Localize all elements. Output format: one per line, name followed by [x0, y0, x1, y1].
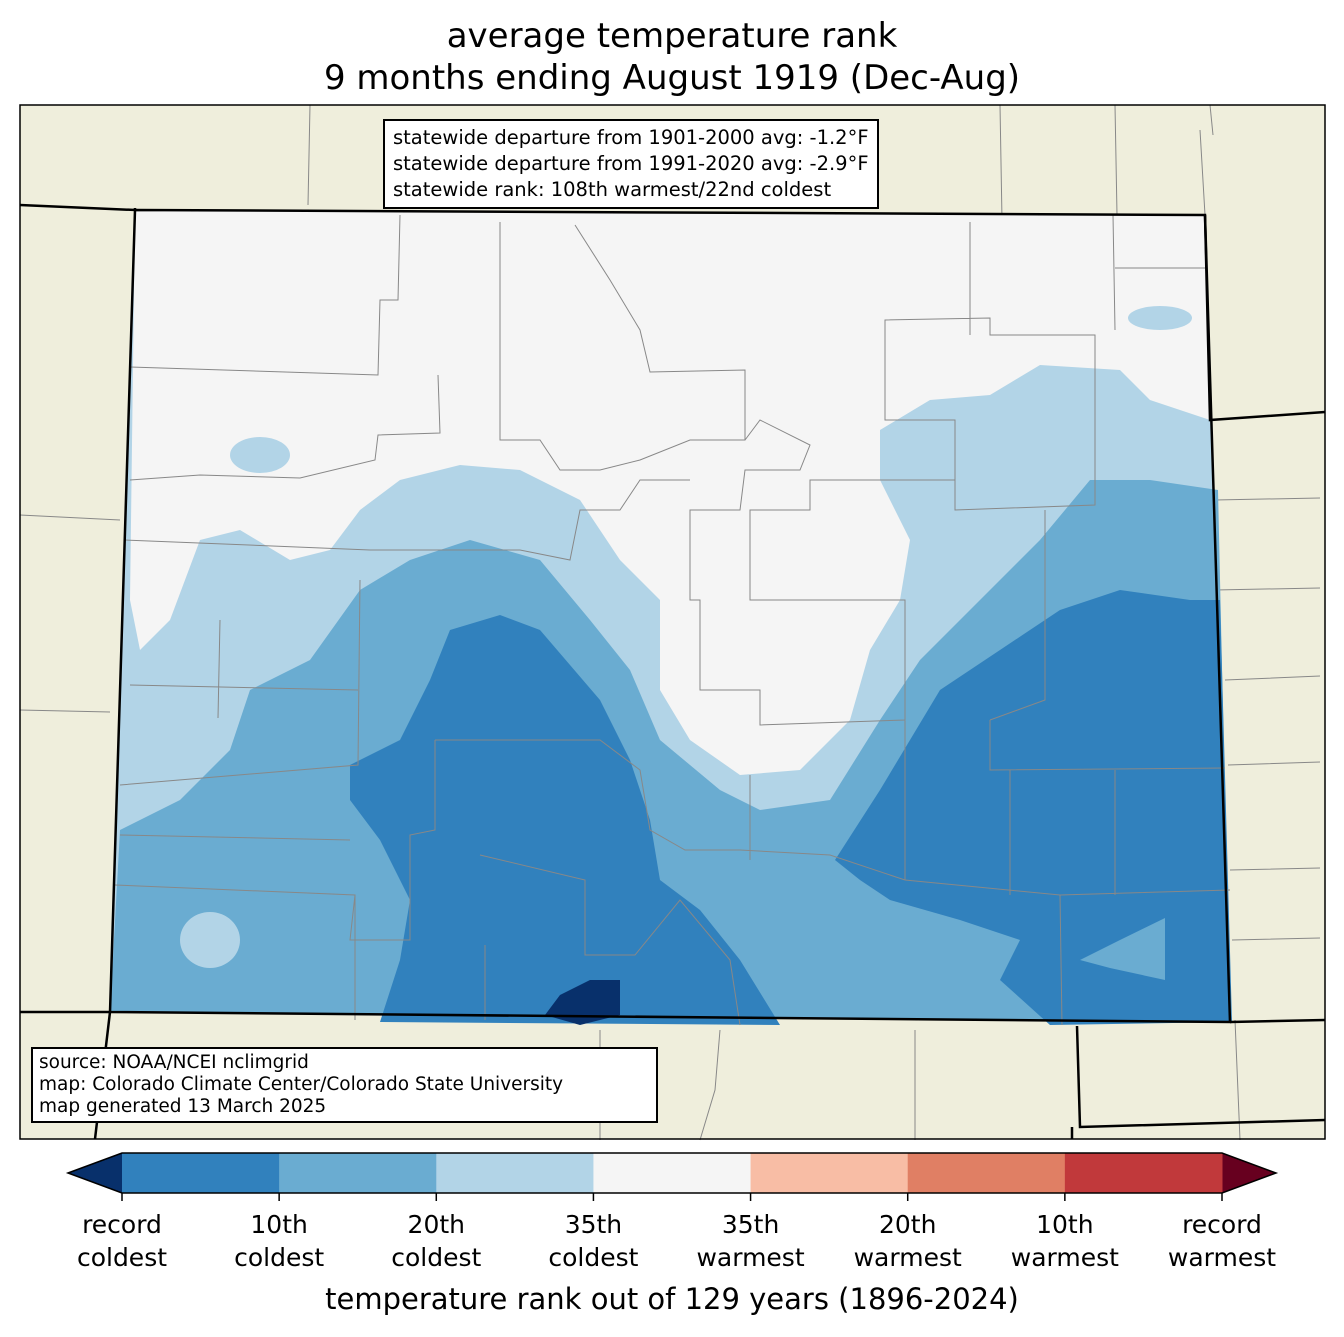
map-frame	[19, 104, 1326, 1140]
region-near-normal	[130, 210, 1210, 775]
colorbar-segment	[122, 1153, 280, 1193]
map-credit-line: map: Colorado Climate Center/Colorado St…	[39, 1074, 564, 1095]
generated-date-line: map generated 13 March 2025	[39, 1096, 327, 1117]
tick-label-line1: record	[82, 1210, 162, 1239]
departure-1991-2020: statewide departure from 1991-2020 avg: …	[393, 152, 869, 175]
tick-label-line2: warmest	[853, 1243, 962, 1272]
colorbar-segment	[1064, 1153, 1223, 1193]
state-borders	[19, 203, 1326, 1140]
colorbar-segment	[907, 1153, 1066, 1193]
colorbar-tick-label: record coldest	[42, 1208, 202, 1274]
tick-label-line1: 10th	[1036, 1210, 1094, 1239]
colorbar-tick-label: record warmest	[1142, 1208, 1302, 1274]
colorbar-record-cold-extend	[68, 1153, 122, 1193]
region-10th-coldest-east	[835, 590, 1232, 1025]
tick-label-line1: 35th	[564, 1210, 623, 1239]
colorbar-tick-label: 35th warmest	[671, 1208, 831, 1274]
tick-label-line2: warmest	[1167, 1243, 1277, 1272]
statewide-stats-box: statewide departure from 1901-2000 avg: …	[383, 119, 879, 209]
colorbar-tick-label: 10th coldest	[199, 1208, 359, 1274]
region-35th-coldest-pocket	[180, 912, 240, 968]
tick-label-line2: coldest	[548, 1243, 639, 1272]
tick-label-line1: 10th	[250, 1210, 308, 1239]
colorbar-record-warm-extend	[1222, 1153, 1276, 1193]
tick-label-line2: warmest	[696, 1243, 805, 1272]
tick-label-line2: coldest	[234, 1243, 325, 1272]
colorbar-tick-label: 20th warmest	[828, 1208, 988, 1274]
colorbar-tick-label: 20th coldest	[356, 1208, 516, 1274]
colorbar-tick-label: 10th warmest	[985, 1208, 1145, 1274]
colorbar-segment	[750, 1153, 909, 1193]
statewide-rank: statewide rank: 108th warmest/22nd colde…	[393, 178, 832, 201]
colorbar	[65, 1152, 1279, 1201]
departure-1901-2000: statewide departure from 1901-2000 avg: …	[393, 126, 869, 149]
colorbar-segment	[436, 1153, 594, 1193]
region-20th-coldest-pocket	[1080, 918, 1165, 980]
tick-label-line1: 35th	[721, 1210, 780, 1239]
colorbar-segment	[279, 1153, 437, 1193]
map-title: average temperature rank	[446, 16, 898, 56]
colorbar-segment	[593, 1153, 752, 1193]
tick-label-line2: coldest	[391, 1243, 482, 1272]
region-35th-coldest-pocket-ne	[1128, 306, 1192, 330]
source-line: source: NOAA/NCEI nclimgrid	[39, 1052, 309, 1073]
colorbar-tick-label: 35th coldest	[513, 1208, 673, 1274]
region-35th-coldest-pocket-north	[230, 437, 290, 473]
tick-label-line1: record	[1182, 1210, 1262, 1239]
tick-label-line1: 20th	[878, 1210, 937, 1239]
tick-label-line2: warmest	[1010, 1243, 1119, 1272]
region-record-coldest	[545, 980, 620, 1025]
source-box: source: NOAA/NCEI nclimgrid map: Colorad…	[31, 1047, 658, 1123]
colorbar-title: temperature rank out of 129 years (1896-…	[325, 1282, 1019, 1316]
tick-label-line2: coldest	[76, 1243, 168, 1272]
county-lines	[114, 214, 1231, 1026]
tick-label-line1: 20th	[407, 1210, 466, 1239]
region-10th-coldest-west	[350, 615, 780, 1025]
map-subtitle: 9 months ending August 1919 (Dec-Aug)	[323, 58, 1021, 98]
